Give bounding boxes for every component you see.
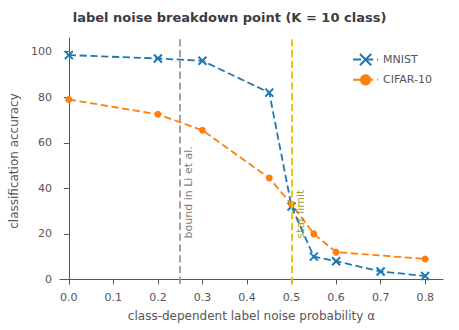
svg-text:label noise breakdown point (K: label noise breakdown point (K = 10 clas…	[73, 10, 387, 25]
svg-text:0.1: 0.1	[105, 291, 123, 304]
svg-text:60: 60	[38, 136, 52, 149]
svg-text:0.2: 0.2	[149, 291, 167, 304]
svg-text:80: 80	[38, 91, 52, 104]
svg-text:0: 0	[45, 273, 52, 286]
svg-text:bound in Li et al.: bound in Li et al.	[182, 146, 195, 238]
svg-text:0.8: 0.8	[416, 291, 434, 304]
svg-text:CIFAR-10: CIFAR-10	[383, 73, 432, 86]
svg-text:100: 100	[31, 45, 52, 58]
svg-text:0.3: 0.3	[194, 291, 212, 304]
svg-text:0.6: 0.6	[327, 291, 345, 304]
svg-text:0.5: 0.5	[283, 291, 301, 304]
svg-text:0.0: 0.0	[60, 291, 78, 304]
svg-text:class-dependent label noise pr: class-dependent label noise probability …	[128, 309, 375, 323]
svg-text:20: 20	[38, 227, 52, 240]
svg-text:classification accuracy: classification accuracy	[7, 93, 21, 229]
svg-text:stat limit: stat limit	[294, 189, 307, 238]
svg-text:MNIST: MNIST	[383, 53, 418, 66]
svg-text:40: 40	[38, 182, 52, 195]
svg-text:0.7: 0.7	[372, 291, 390, 304]
svg-text:0.4: 0.4	[238, 291, 256, 304]
